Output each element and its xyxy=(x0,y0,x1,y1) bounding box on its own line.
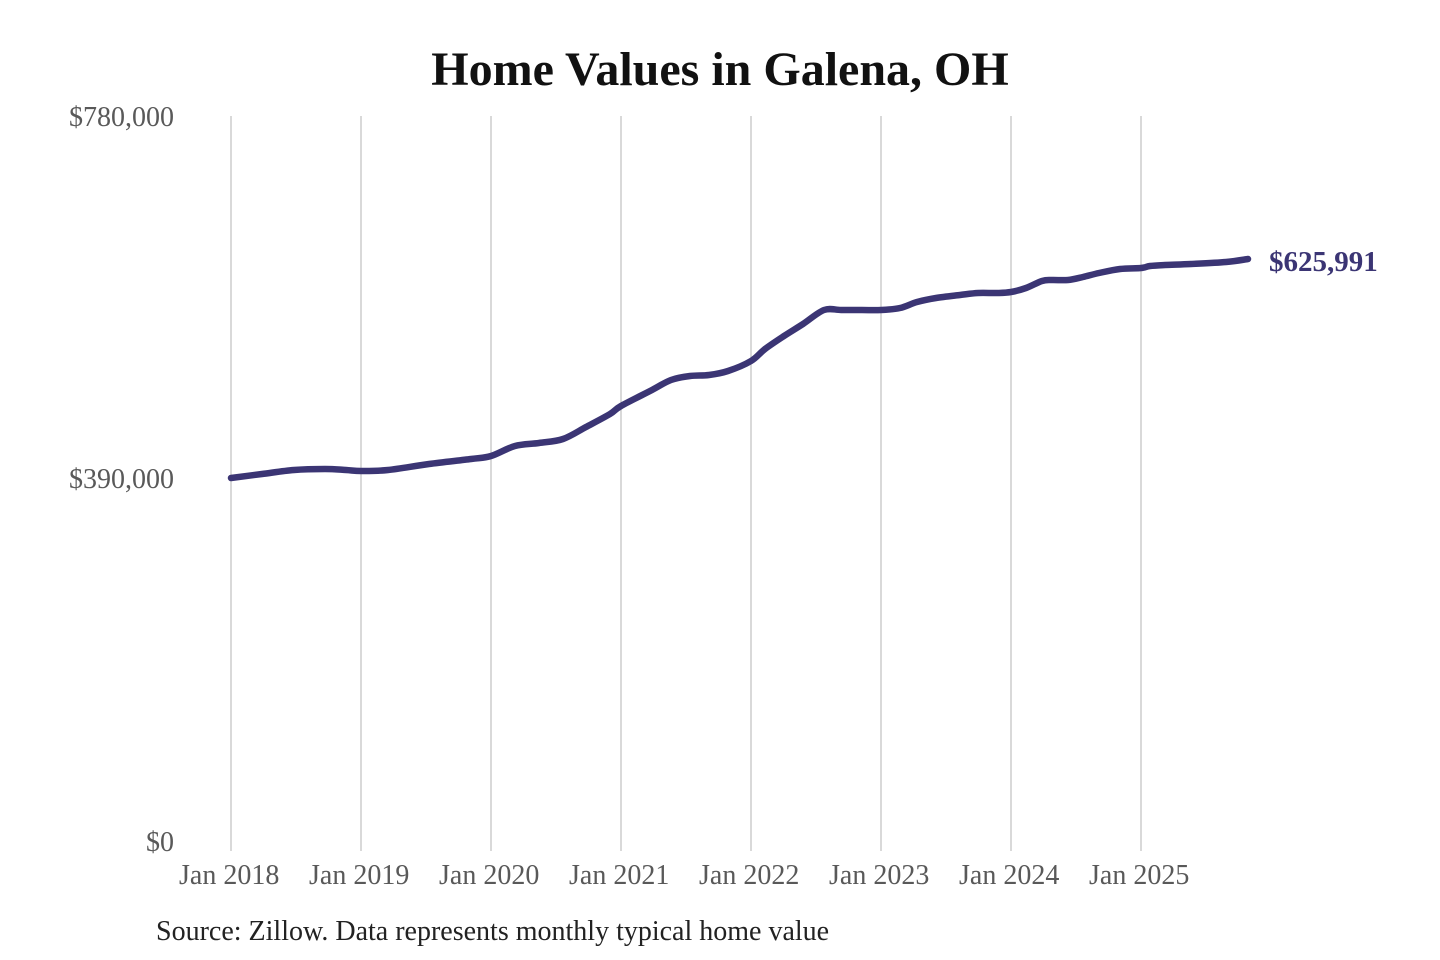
svg-text:$780,000: $780,000 xyxy=(69,102,174,133)
svg-text:$0: $0 xyxy=(146,827,174,858)
svg-text:Jan 2024: Jan 2024 xyxy=(959,860,1059,891)
svg-text:Jan 2019: Jan 2019 xyxy=(309,860,409,891)
svg-text:Jan 2020: Jan 2020 xyxy=(439,860,539,891)
svg-text:Jan 2025: Jan 2025 xyxy=(1089,860,1189,891)
svg-text:Jan 2022: Jan 2022 xyxy=(699,860,799,891)
svg-text:$625,991: $625,991 xyxy=(1269,246,1378,278)
svg-text:$390,000: $390,000 xyxy=(69,464,174,495)
svg-text:Jan 2018: Jan 2018 xyxy=(179,860,279,891)
svg-text:Jan 2023: Jan 2023 xyxy=(829,860,929,891)
svg-text:Jan 2021: Jan 2021 xyxy=(569,860,669,891)
